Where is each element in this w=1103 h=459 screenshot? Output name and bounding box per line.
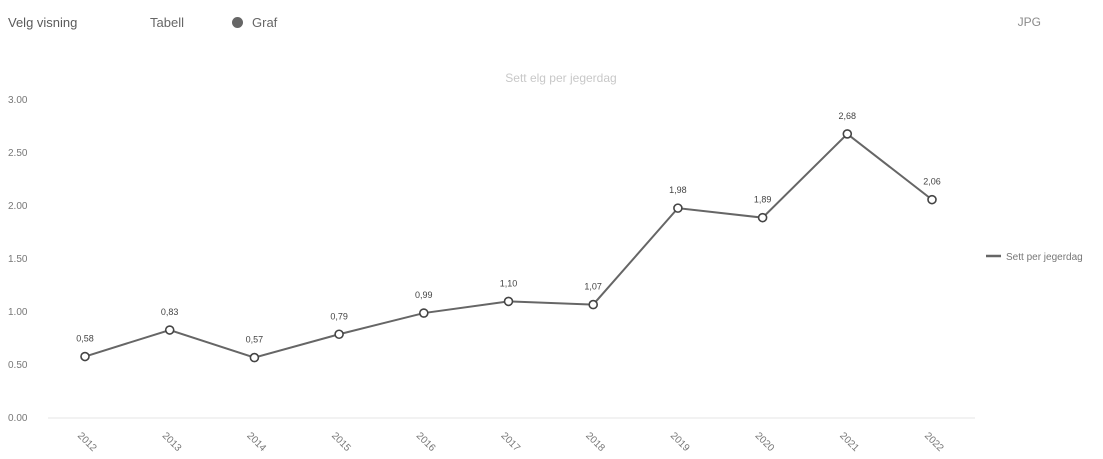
data-label: 0,83 xyxy=(161,307,179,317)
data-point xyxy=(334,329,344,340)
x-tick-label: 2018 xyxy=(583,430,607,454)
data-label: 0,57 xyxy=(246,335,264,345)
y-tick-label: 1.50 xyxy=(8,254,28,265)
x-tick-label: 2021 xyxy=(837,430,861,454)
data-point xyxy=(842,129,853,139)
data-point xyxy=(249,352,260,363)
chart-title: Sett elg per jegerdag xyxy=(505,71,616,85)
export-jpg-button[interactable]: JPG xyxy=(1017,15,1041,29)
x-tick-label: 2014 xyxy=(244,430,268,454)
data-label: 0,99 xyxy=(415,290,433,300)
x-tick-label: 2017 xyxy=(499,430,523,454)
x-tick-label: 2016 xyxy=(414,430,438,454)
data-point xyxy=(80,351,90,362)
data-label: 0,79 xyxy=(330,311,348,321)
data-label: 1,10 xyxy=(500,278,518,288)
graph-view-label: Graf xyxy=(252,15,278,30)
y-tick-label: 1.00 xyxy=(8,307,28,318)
data-label: 1,89 xyxy=(754,195,772,205)
y-tick-label: 2.50 xyxy=(8,148,28,159)
x-tick-label: 2022 xyxy=(922,430,946,454)
x-tick-label: 2020 xyxy=(753,430,777,454)
table-view-option[interactable]: Tabell xyxy=(150,15,184,30)
x-tick-label: 2013 xyxy=(160,430,184,454)
data-point xyxy=(673,203,683,213)
data-label: 2,68 xyxy=(839,111,857,121)
y-tick-label: 3.00 xyxy=(8,95,28,106)
data-label: 1,98 xyxy=(669,185,687,195)
y-tick-label: 0.50 xyxy=(8,360,28,371)
x-tick-label: 2012 xyxy=(75,430,99,454)
data-point xyxy=(164,325,175,335)
data-point xyxy=(588,299,599,310)
x-tick-label: 2019 xyxy=(668,430,692,454)
data-point xyxy=(503,296,514,307)
legend-label: Sett per jegerdag xyxy=(1006,252,1083,263)
data-point xyxy=(927,194,937,205)
y-tick-label: 2.00 xyxy=(8,201,28,212)
data-point xyxy=(757,212,768,223)
selected-radio-icon xyxy=(232,17,243,28)
data-point xyxy=(418,308,429,318)
graph-view-option[interactable]: Graf xyxy=(232,15,277,30)
data-label: 2,06 xyxy=(923,177,941,187)
data-label: 1,07 xyxy=(584,282,602,292)
x-tick-label: 2015 xyxy=(329,430,353,454)
chart-controls: Velg visning Tabell Graf JPG xyxy=(0,0,1103,44)
data-label: 0,58 xyxy=(76,334,94,344)
view-selector-label: Velg visning xyxy=(8,15,78,30)
y-tick-label: 0.00 xyxy=(8,413,28,424)
series-line xyxy=(84,132,933,359)
